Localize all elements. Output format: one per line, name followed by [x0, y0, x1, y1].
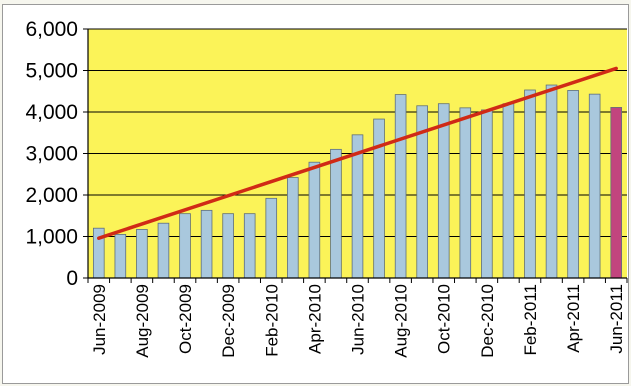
x-tick-label-Apr-2010: Apr-2010: [305, 284, 324, 354]
trendline: [97, 66, 618, 240]
y-tick-label-6: 6,000: [25, 18, 78, 41]
y-tick-label-5: 5,000: [25, 60, 78, 83]
bar-Nov-2009: [200, 209, 213, 279]
x-tick-label-Dec-2009: Dec-2009: [219, 284, 238, 358]
bar-Mar-2010: [287, 177, 299, 279]
bar-Jan-2010: [243, 213, 256, 279]
x-tick-label-Jun-2010: Jun-2010: [349, 284, 368, 355]
x-tick-label-Feb-2010: Feb-2010: [262, 284, 281, 357]
y-tick-label-1: 1,000: [25, 226, 78, 249]
bar-Oct-2009: [179, 213, 191, 279]
x-tick-label-Aug-2010: Aug-2010: [392, 284, 411, 358]
bar-Jun-2011: [610, 107, 623, 279]
y-tick-labels: 0 1,000 2,000 3,000 4,000 5,000 6,000: [25, 18, 88, 290]
x-tick-label-Jun-2009: Jun-2009: [90, 284, 109, 355]
bar-Mar-2011: [545, 84, 558, 279]
bar-Sep-2009: [157, 222, 170, 279]
x-tick-label-Feb-2011: Feb-2011: [521, 284, 540, 356]
bar-Aug-2010: [394, 94, 407, 279]
bar-Nov-2010: [459, 107, 472, 279]
bar-Jul-2010: [373, 118, 385, 279]
x-tick-label-Oct-2010: Oct-2010: [435, 284, 454, 354]
y-tick-label-0: 0: [66, 267, 78, 290]
x-tick-labels: Jun-2009 Aug-2009 Oct-2009 Dec-2009 Feb-2010…: [87, 278, 628, 358]
x-tick-label-Aug-2009: Aug-2009: [133, 284, 152, 358]
bar-Oct-2010: [437, 103, 450, 279]
bar-May-2011: [588, 93, 601, 279]
bars: [92, 84, 623, 279]
y-tick-label-4: 4,000: [25, 101, 78, 124]
bar-Jul-2009: [114, 234, 127, 279]
bar-May-2010: [330, 148, 342, 279]
x-tick-label-Oct-2009: Oct-2009: [176, 284, 195, 354]
bar-Aug-2009: [136, 229, 148, 279]
y-tick-label-2: 2,000: [25, 184, 78, 207]
trendline-layer: [97, 66, 618, 240]
bar-Feb-2011: [524, 89, 536, 279]
bar-Jan-2011: [502, 103, 515, 279]
y-tick-label-3: 3,000: [25, 143, 78, 166]
x-tick-label-Jun-2011: Jun-2011: [607, 284, 626, 354]
bar-Apr-2010: [308, 161, 321, 279]
x-tick-label-Dec-2010: Dec-2010: [478, 284, 497, 358]
bar-Feb-2010: [265, 197, 278, 279]
bar-Dec-2010: [481, 109, 493, 279]
x-tick-label-Apr-2011: Apr-2011: [564, 284, 583, 353]
bar-Apr-2011: [567, 90, 579, 279]
bar-Dec-2009: [222, 213, 234, 279]
